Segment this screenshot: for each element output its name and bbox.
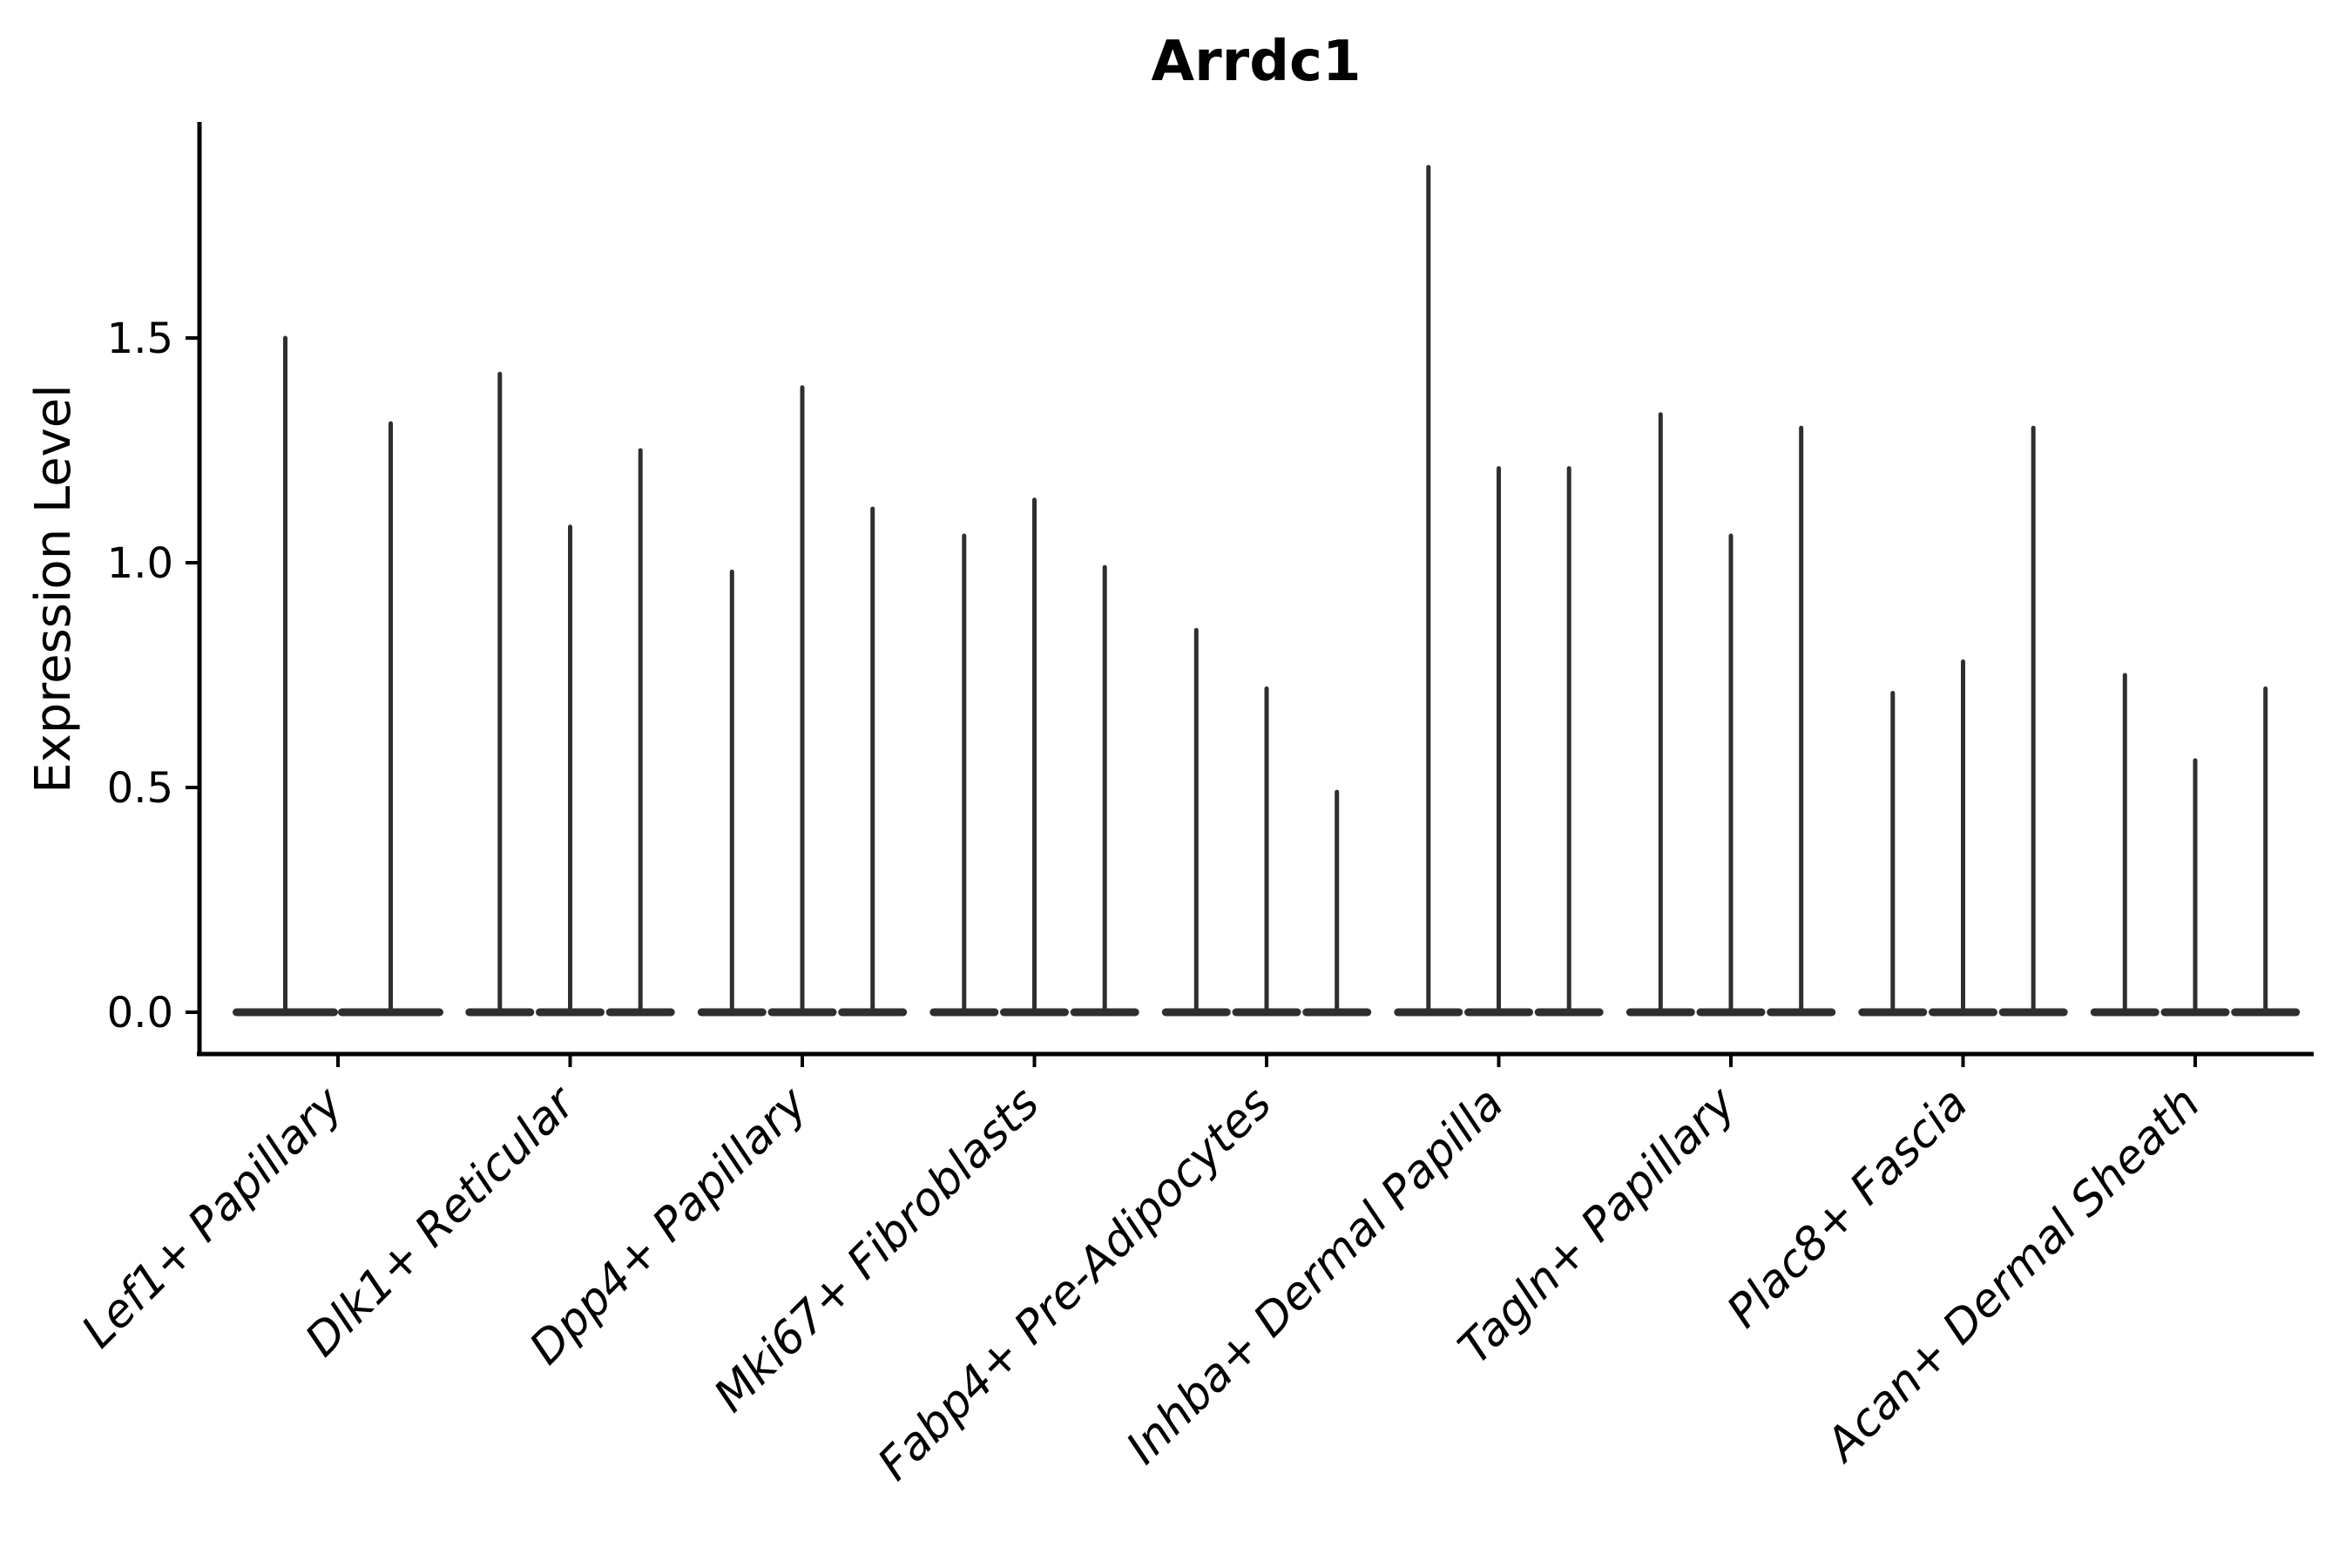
violin-group — [233, 165, 2301, 1017]
y-tick-label: 1.0 — [107, 539, 173, 588]
y-tick-label: 0.0 — [107, 989, 173, 1037]
y-tick-group: 0.0 0.5 1.0 1.5 — [107, 314, 199, 1037]
y-tick-label: 0.5 — [107, 764, 173, 813]
chart-title: Arrdc1 — [1152, 30, 1362, 94]
y-tick-label: 1.5 — [107, 314, 173, 363]
y-axis-label: Expression Level — [25, 384, 82, 794]
y-axis: 0.0 0.5 1.0 1.5 — [107, 122, 202, 1056]
